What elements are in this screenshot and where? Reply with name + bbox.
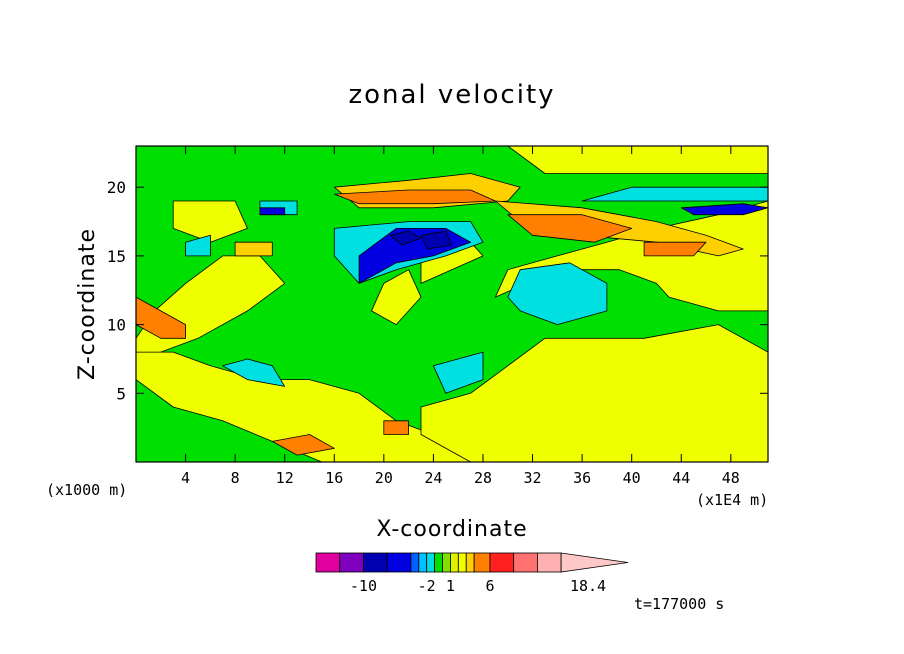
y-axis-label: Z-coordinate bbox=[75, 228, 100, 380]
colorbar-swatch bbox=[457, 552, 467, 573]
colorbar-swatch bbox=[442, 552, 451, 573]
colorbar-swatch bbox=[513, 552, 538, 573]
x-tick-label: 40 bbox=[623, 469, 641, 487]
colorbar-swatch bbox=[465, 552, 475, 573]
colorbar-swatch bbox=[410, 552, 420, 573]
colorbar-swatch bbox=[363, 552, 388, 573]
x-tick-label: 48 bbox=[722, 469, 740, 487]
colorbar-tick-label: 18.4 bbox=[570, 577, 606, 595]
x-tick-label: 28 bbox=[474, 469, 492, 487]
x-tick-label: 12 bbox=[276, 469, 294, 487]
colorbar-swatch bbox=[489, 552, 515, 573]
contour-region-18 bbox=[507, 262, 608, 326]
x-tick-label: 20 bbox=[375, 469, 393, 487]
x-tick-label: 8 bbox=[231, 469, 240, 487]
colorbar-swatch bbox=[339, 552, 364, 573]
contour-region-26 bbox=[259, 207, 286, 216]
contour-region-20 bbox=[185, 234, 211, 257]
colorbar-arrow bbox=[560, 552, 629, 573]
x-tick-label: 16 bbox=[325, 469, 343, 487]
contour-region-28 bbox=[420, 230, 453, 250]
y-tick-label: 5 bbox=[116, 384, 126, 403]
colorbar: -10 -2 1 6 18.4 bbox=[315, 552, 629, 595]
x-tick-label: 4 bbox=[181, 469, 190, 487]
x-tick-label: 44 bbox=[672, 469, 690, 487]
colorbar-swatch bbox=[418, 552, 428, 573]
x-tick-label: 36 bbox=[573, 469, 591, 487]
x-unit-right-label: (x1E4 m) bbox=[696, 491, 768, 509]
x-axis: 4 8 12 16 20 24 28 32 36 40 44 48 bbox=[181, 146, 740, 487]
colorbar-tick-label: -2 bbox=[418, 577, 436, 595]
x-tick-label: 24 bbox=[424, 469, 442, 487]
contour-region-13 bbox=[507, 214, 633, 243]
y-tick-label: 15 bbox=[107, 247, 126, 266]
colorbar-tick-label: 6 bbox=[485, 577, 494, 595]
colorbar-swatch bbox=[473, 552, 491, 573]
y-axis: 5 10 15 20 bbox=[107, 178, 768, 403]
y-tick-label: 10 bbox=[107, 316, 126, 335]
colorbar-swatch bbox=[536, 552, 562, 573]
colorbar-swatch bbox=[434, 552, 443, 573]
x-unit-left-label: (x1000 m) bbox=[46, 481, 127, 499]
contour-region-25 bbox=[680, 203, 769, 216]
y-tick-label: 20 bbox=[107, 178, 126, 197]
contour-region-27 bbox=[389, 230, 422, 246]
plot-frame bbox=[135, 145, 769, 463]
colorbar-tick-label: 1 bbox=[446, 577, 455, 595]
contour-region-15 bbox=[383, 420, 410, 435]
chart-title: zonal velocity bbox=[348, 80, 555, 110]
x-axis-label: X-coordinate bbox=[376, 517, 527, 542]
contour-region-22 bbox=[432, 351, 484, 394]
plot-area bbox=[135, 145, 769, 463]
colorbar-swatch bbox=[426, 552, 436, 573]
colorbar-swatch bbox=[450, 552, 459, 573]
contour-region-12 bbox=[333, 189, 496, 205]
colorbar-swatch bbox=[386, 552, 412, 573]
x-tick-label: 32 bbox=[524, 469, 542, 487]
contour-region-7 bbox=[172, 200, 248, 243]
contour-region-16 bbox=[271, 434, 335, 456]
time-label: t=177000 s bbox=[634, 595, 724, 613]
contour-region-5 bbox=[371, 269, 422, 326]
colorbar-swatch bbox=[315, 552, 341, 573]
colorbar-tick-label: -10 bbox=[350, 577, 377, 595]
contour-region-10 bbox=[234, 241, 273, 257]
contour-region-14 bbox=[643, 241, 707, 257]
contour-region-21 bbox=[222, 358, 286, 387]
